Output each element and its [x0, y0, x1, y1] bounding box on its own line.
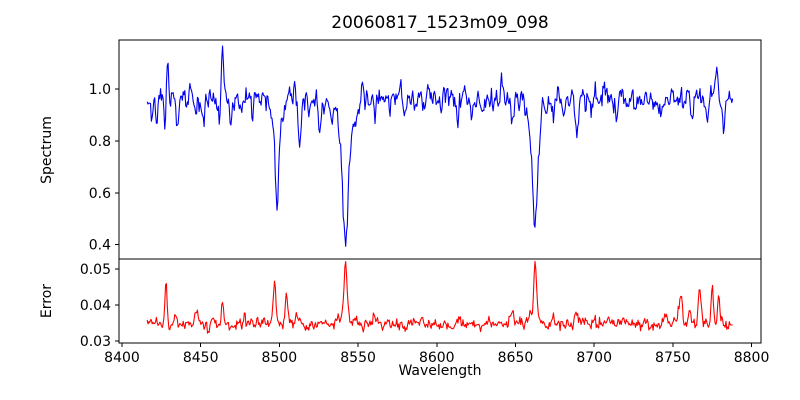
error-axes-frame [118, 258, 762, 344]
x-tick-label: 8400 [104, 350, 140, 366]
spectrum-y-tick-label: 0.4 [89, 238, 111, 254]
x-tick-label: 8800 [734, 350, 770, 366]
error-y-tick-label: 0.03 [80, 334, 111, 350]
x-tick-label: 8650 [498, 350, 534, 366]
chart-title: 20060817_1523m09_098 [331, 13, 549, 33]
spectrum-panel: 0.4 0.6 0.8 1.0 [89, 39, 762, 260]
spectrum-y-tick-label: 0.8 [89, 134, 111, 150]
spectrum-y-tick-label: 0.6 [89, 186, 111, 202]
spectrum-y-tick-label: 1.0 [89, 82, 111, 98]
x-tick-label: 8750 [655, 350, 691, 366]
error-y-tick-label: 0.05 [80, 262, 111, 278]
x-axis-label: Wavelength [398, 363, 482, 379]
error-panel: 0.03 0.04 0.05 8400 8450 8500 8550 8600 8650 8700… [80, 258, 770, 366]
spectrum-line [146, 45, 734, 247]
x-tick-label: 8450 [183, 350, 219, 366]
error-y-tick-label: 0.04 [80, 298, 111, 314]
x-tick-label: 8500 [262, 350, 298, 366]
x-tick-label: 8550 [340, 350, 376, 366]
x-tick-label: 8600 [419, 350, 455, 366]
error-line [146, 260, 733, 334]
spectrum-axes-frame [118, 39, 762, 260]
x-tick-label: 8700 [576, 350, 612, 366]
